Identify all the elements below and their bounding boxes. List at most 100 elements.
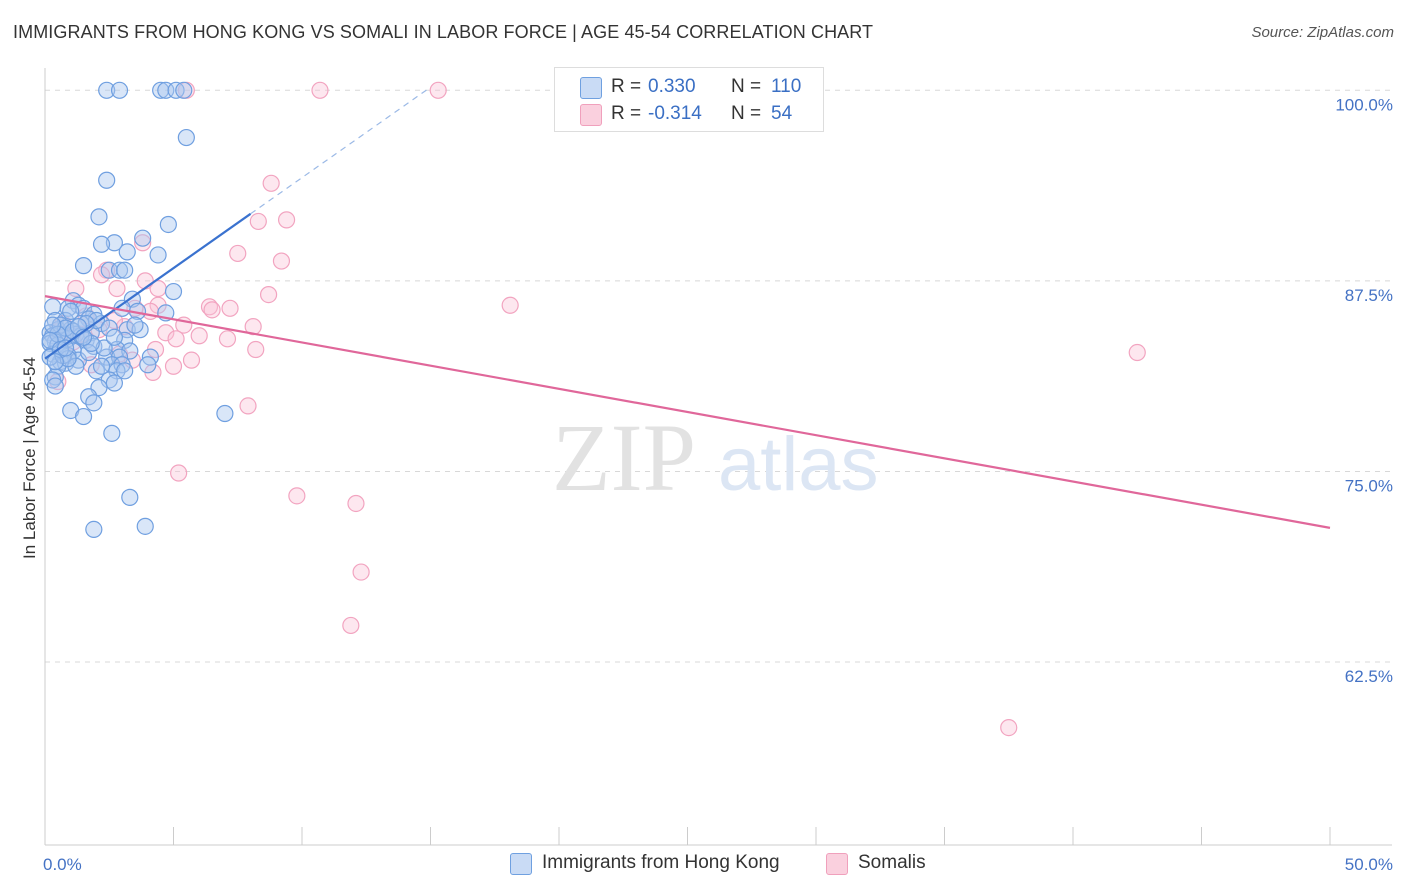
trend-lines bbox=[44, 86, 1331, 529]
axes bbox=[44, 68, 1392, 846]
data-point bbox=[131, 321, 149, 339]
data-point bbox=[105, 374, 123, 392]
data-point bbox=[92, 357, 111, 375]
legend-r-label: R = bbox=[611, 103, 642, 124]
legend-n-value: 110 bbox=[771, 76, 802, 97]
data-point bbox=[501, 296, 519, 314]
legend-swatch-blue bbox=[580, 77, 602, 99]
data-point bbox=[352, 563, 370, 581]
data-point bbox=[56, 339, 75, 357]
data-point bbox=[105, 328, 123, 346]
data-point bbox=[98, 171, 116, 189]
data-point bbox=[92, 235, 111, 253]
data-point bbox=[74, 407, 93, 426]
legend-n-label: N = bbox=[731, 76, 762, 97]
watermark-zip: ZIP bbox=[552, 404, 696, 511]
x-tick-label: 0.0% bbox=[43, 855, 82, 874]
data-point bbox=[46, 368, 64, 386]
data-point bbox=[164, 357, 183, 375]
data-point bbox=[177, 128, 195, 147]
data-point bbox=[118, 243, 136, 261]
trend-line bbox=[44, 295, 1331, 529]
data-point bbox=[221, 299, 239, 317]
y-tick-label: 87.5% bbox=[1345, 286, 1393, 305]
data-point bbox=[203, 301, 221, 319]
data-point bbox=[200, 298, 219, 316]
bottom-legend-swatch-blue bbox=[510, 853, 532, 875]
data-point bbox=[46, 353, 64, 371]
data-point bbox=[116, 362, 134, 380]
data-point bbox=[167, 330, 185, 348]
data-point bbox=[229, 244, 247, 263]
data-point bbox=[121, 488, 139, 506]
data-point bbox=[175, 81, 193, 99]
correlation-legend: R = 0.330 N = 110 R = -0.314 N = 54 bbox=[554, 67, 824, 132]
data-point bbox=[182, 351, 201, 369]
data-point bbox=[95, 339, 113, 357]
data-point bbox=[249, 212, 267, 231]
data-point bbox=[103, 424, 121, 442]
y-axis-label: In Labor Force | Age 45-54 bbox=[20, 357, 39, 559]
legend-swatch-pink bbox=[580, 104, 602, 126]
watermark: ZIP atlas bbox=[552, 404, 879, 511]
x-tick-labels: 0.0% 50.0% bbox=[43, 855, 1393, 874]
data-point bbox=[218, 330, 237, 348]
data-point bbox=[100, 319, 118, 337]
data-point bbox=[90, 208, 108, 226]
data-point bbox=[149, 246, 167, 264]
data-point bbox=[157, 324, 175, 342]
bottom-legend-label: Somalis bbox=[858, 852, 926, 873]
data-point bbox=[98, 81, 116, 99]
legend-n-label: N = bbox=[731, 103, 762, 124]
data-point bbox=[121, 342, 139, 360]
data-point bbox=[277, 211, 296, 229]
data-point bbox=[136, 517, 154, 535]
series-hong-kong bbox=[41, 81, 234, 538]
legend-r-value: -0.314 bbox=[648, 103, 702, 124]
data-point bbox=[429, 81, 447, 99]
trend-line-extension bbox=[250, 86, 431, 215]
data-point bbox=[87, 362, 106, 380]
grid-lines bbox=[45, 89, 1392, 663]
data-point bbox=[62, 302, 80, 320]
data-point bbox=[1000, 719, 1018, 737]
legend-n-value: 54 bbox=[771, 103, 793, 124]
data-point bbox=[46, 377, 64, 395]
data-point bbox=[170, 464, 188, 482]
data-point bbox=[116, 261, 134, 279]
data-point bbox=[216, 404, 234, 423]
data-point bbox=[105, 234, 123, 252]
watermark-atlas: atlas bbox=[718, 422, 879, 507]
data-point bbox=[134, 234, 152, 252]
data-point bbox=[110, 261, 129, 279]
data-point bbox=[239, 397, 257, 415]
data-point bbox=[108, 279, 126, 298]
data-point bbox=[1128, 343, 1146, 362]
data-point bbox=[288, 487, 306, 505]
data-point bbox=[342, 616, 360, 635]
data-point bbox=[262, 174, 280, 192]
data-point bbox=[347, 494, 365, 513]
data-point bbox=[110, 81, 129, 99]
data-point bbox=[164, 282, 183, 301]
data-point bbox=[85, 394, 103, 412]
trend-line bbox=[44, 212, 252, 360]
data-point bbox=[134, 229, 152, 247]
y-tick-label: 62.5% bbox=[1345, 667, 1393, 686]
bottom-legend-swatch-pink bbox=[826, 853, 848, 875]
legend-r-value: 0.330 bbox=[648, 76, 696, 97]
data-point bbox=[259, 285, 278, 304]
data-point bbox=[139, 356, 157, 374]
y-tick-labels: 100.0% 87.5% 75.0% 62.5% bbox=[1335, 95, 1393, 686]
data-point bbox=[85, 520, 103, 538]
x-tick-label: 50.0% bbox=[1345, 855, 1393, 874]
data-point bbox=[311, 81, 329, 99]
y-tick-label: 100.0% bbox=[1335, 95, 1393, 114]
data-point bbox=[190, 327, 208, 345]
data-point bbox=[126, 316, 144, 334]
bottom-legend-label: Immigrants from Hong Kong bbox=[542, 852, 780, 873]
data-point bbox=[74, 257, 93, 275]
data-point bbox=[44, 316, 62, 334]
y-tick-label: 75.0% bbox=[1345, 476, 1393, 495]
